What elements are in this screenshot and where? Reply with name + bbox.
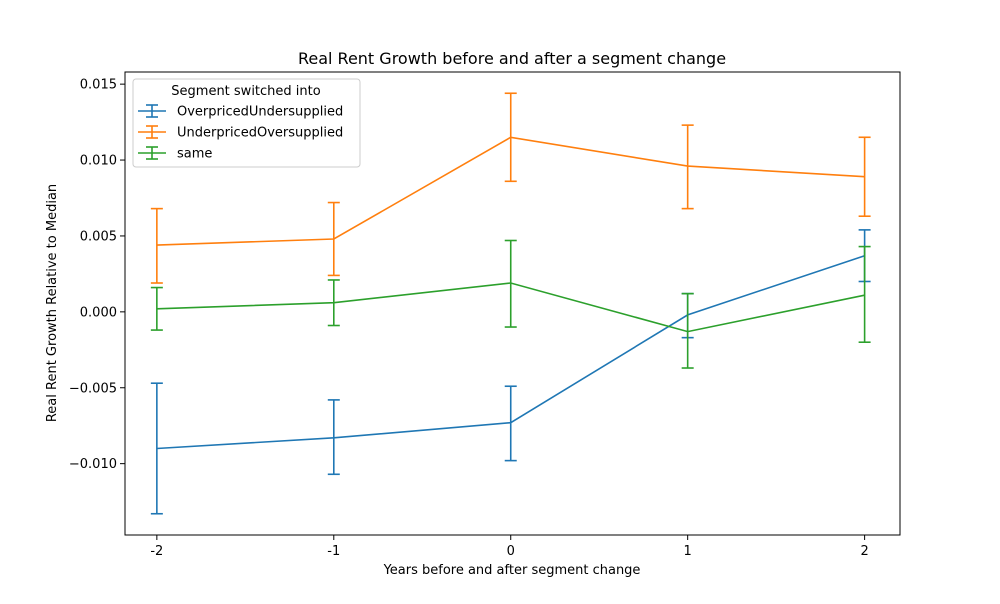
axis-ticks: -2 -1 0 1 2 −0.010 −0.005 0.000 0.005 0.010 0.015 xyxy=(69,78,869,559)
y-axis-label: Real Rent Growth Relative to Median xyxy=(45,184,60,422)
plot-frame xyxy=(124,71,901,536)
legend-entry: UnderpricedOversupplied xyxy=(138,125,343,141)
series-same xyxy=(150,239,871,369)
y-tick-label: 0.000 xyxy=(80,305,117,320)
x-tick-label: 0 xyxy=(507,544,515,559)
y-tick-label: 0.010 xyxy=(80,154,117,169)
legend-label: same xyxy=(177,147,212,162)
y-tick-label: 0.015 xyxy=(80,78,117,93)
legend-label: UnderpricedOversupplied xyxy=(177,126,343,141)
x-tick-label: -2 xyxy=(150,544,163,559)
legend-entry: OverpricedUndersupplied xyxy=(138,104,343,120)
y-tick-label: −0.010 xyxy=(69,457,117,472)
x-tick-label: 1 xyxy=(684,544,692,559)
plot-area xyxy=(150,92,871,515)
y-tick-label: 0.005 xyxy=(80,229,117,244)
x-tick-label: -1 xyxy=(327,544,340,559)
legend-box xyxy=(132,78,361,168)
legend-title: Segment switched into xyxy=(171,84,320,99)
legend-label: OverpricedUndersupplied xyxy=(177,105,343,120)
x-axis-label: Years before and after segment change xyxy=(383,563,641,578)
legend-entry: same xyxy=(138,146,212,162)
chart-title: Real Rent Growth before and after a segm… xyxy=(298,49,726,68)
series-UnderpricedOversupplied xyxy=(150,92,871,284)
y-tick-label: −0.005 xyxy=(69,381,117,396)
legend: Segment switched into OverpricedUndersup… xyxy=(132,78,361,168)
x-tick-label: 2 xyxy=(860,544,868,559)
